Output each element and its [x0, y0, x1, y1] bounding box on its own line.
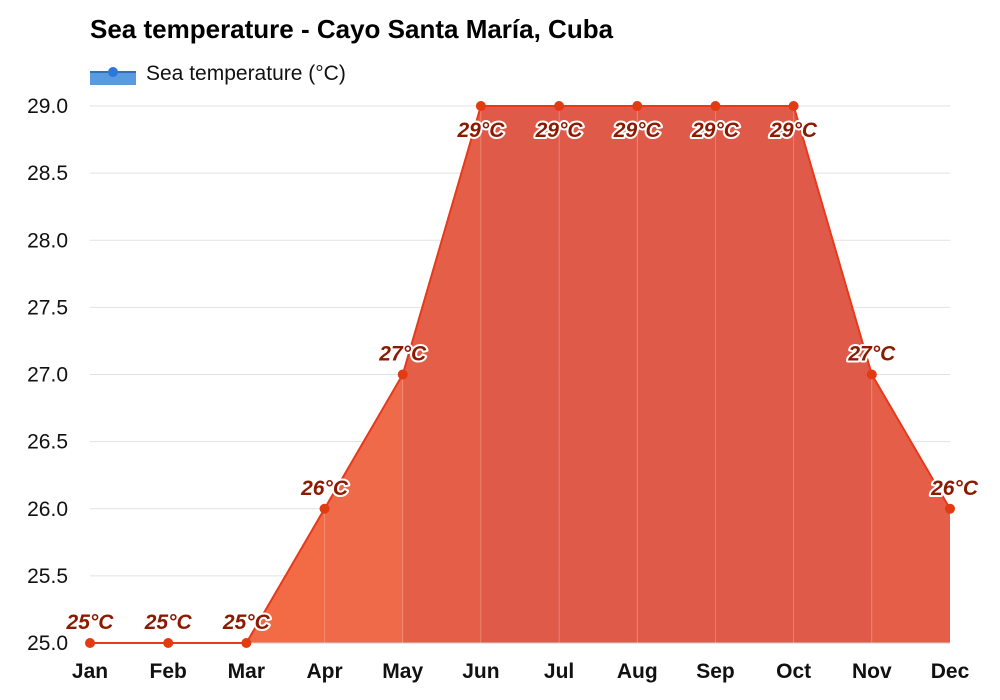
x-tick-label: Jan: [72, 660, 108, 683]
y-tick-label: 25.0: [27, 632, 68, 655]
data-label: 25°C: [222, 611, 271, 634]
data-label: 29°C: [691, 119, 740, 142]
data-label: 29°C: [535, 119, 584, 142]
data-label: 26°C: [930, 477, 979, 500]
y-tick-label: 26.0: [27, 498, 68, 521]
x-tick-label: Jun: [462, 660, 499, 683]
data-label: 29°C: [613, 119, 662, 142]
x-tick-label: Aug: [617, 660, 658, 683]
data-label: 27°C: [378, 343, 427, 366]
data-point: [632, 101, 643, 111]
series-line: [90, 105, 951, 644]
data-point: [397, 369, 408, 380]
x-tick-label: Feb: [150, 660, 187, 683]
data-label: 29°C: [456, 119, 505, 142]
data-label: 26°C: [300, 477, 349, 500]
x-tick-label: May: [382, 660, 423, 683]
area-segment: [402, 106, 481, 643]
data-point: [163, 638, 174, 648]
y-tick-label: 28.0: [27, 229, 68, 252]
data-point: [788, 101, 799, 111]
legend-swatch-marker: [108, 67, 118, 77]
data-point: [85, 638, 95, 648]
y-tick-label: 27.0: [27, 364, 68, 387]
x-tick-label: Jul: [544, 660, 574, 683]
area-segment: [324, 374, 403, 643]
area-segment: [637, 106, 716, 643]
x-tick-label: Oct: [776, 660, 811, 683]
area-segment: [715, 106, 794, 643]
area-segment: [480, 106, 560, 643]
data-label: 25°C: [66, 611, 115, 634]
data-point: [554, 101, 565, 111]
x-tick-label: Apr: [306, 660, 342, 683]
y-tick-label: 25.5: [27, 565, 68, 588]
area-segment: [871, 374, 950, 643]
data-point: [241, 638, 252, 648]
data-point: [710, 101, 721, 111]
y-tick-label: 26.5: [27, 431, 68, 454]
data-point: [475, 101, 486, 111]
y-tick-label: 28.5: [27, 162, 68, 185]
y-tick-label: 27.5: [27, 296, 68, 319]
x-tick-label: Sep: [696, 660, 735, 683]
legend-swatch-fill: [90, 72, 136, 85]
area-segment: [793, 106, 872, 643]
data-label: 27°C: [847, 343, 896, 366]
legend[interactable]: Sea temperature (°C): [90, 62, 346, 86]
x-tick-label: Mar: [228, 660, 265, 683]
data-point: [319, 503, 330, 514]
legend-swatch-icon: [90, 63, 136, 85]
data-point: [866, 369, 877, 380]
area-segment: [559, 106, 638, 643]
data-label: 25°C: [144, 611, 193, 634]
legend-label: Sea temperature (°C): [146, 62, 346, 85]
data-point: [945, 503, 955, 514]
x-tick-label: Dec: [931, 660, 970, 683]
data-label: 29°C: [769, 119, 818, 142]
x-tick-label: Nov: [852, 660, 892, 683]
y-tick-label: 29.0: [27, 95, 68, 118]
chart-title: Sea temperature - Cayo Santa María, Cuba: [90, 14, 614, 44]
